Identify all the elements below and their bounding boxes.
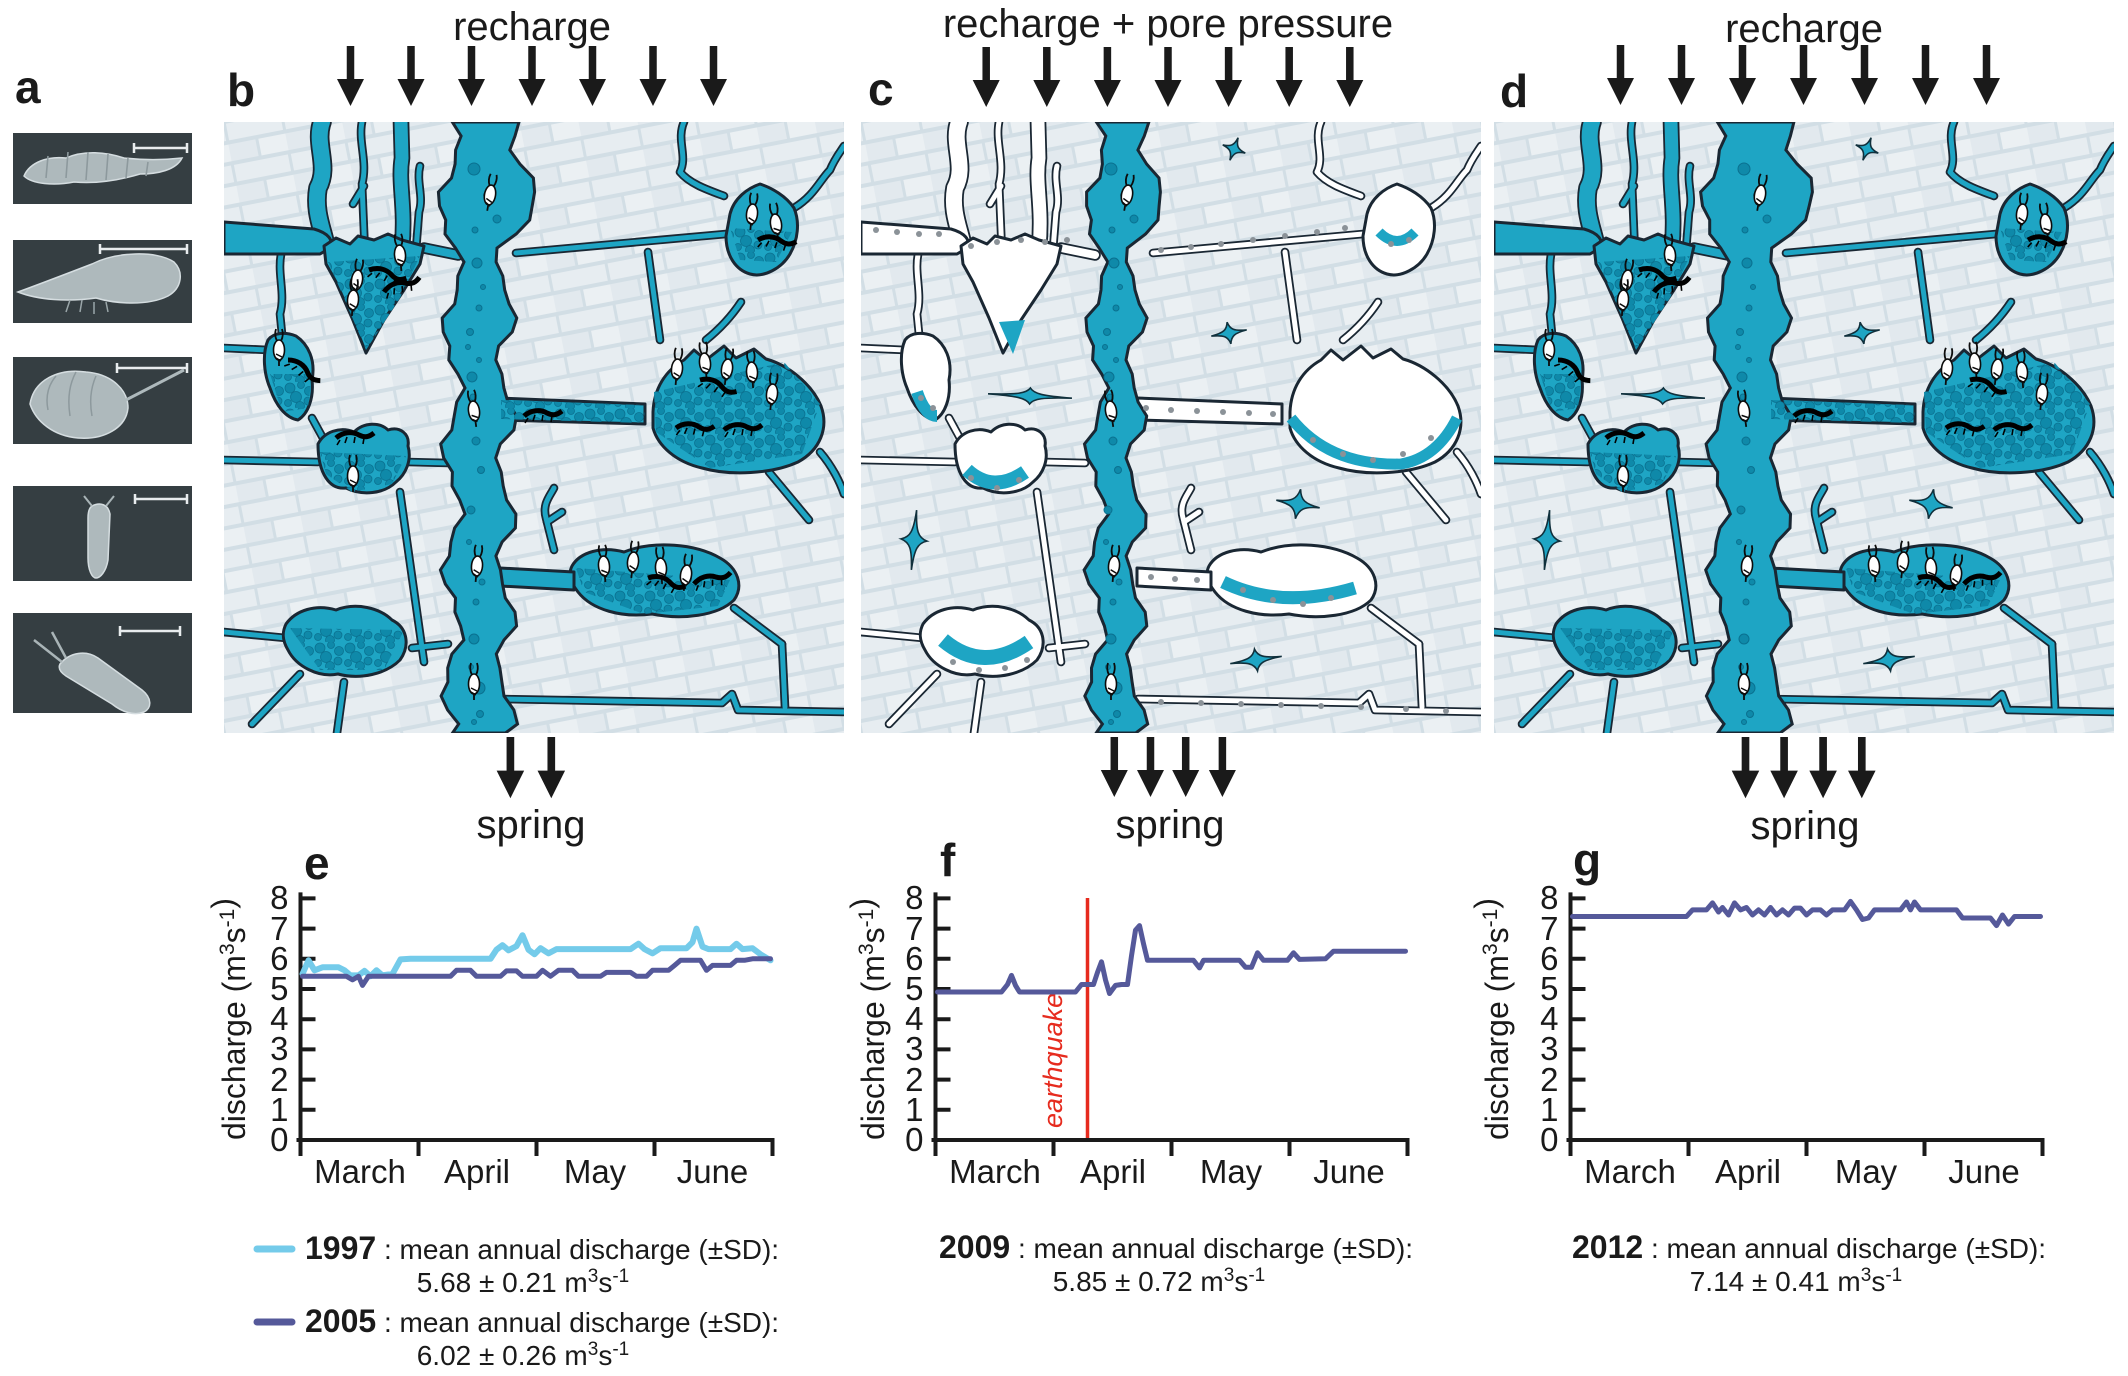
svg-text:4: 4 xyxy=(1540,1000,1558,1037)
svg-text:April: April xyxy=(1715,1153,1781,1190)
svg-text:1: 1 xyxy=(270,1091,288,1128)
svg-text:e: e xyxy=(304,837,330,889)
svg-text:discharge (m3s-1): discharge (m3s-1) xyxy=(1468,898,1515,1140)
svg-text:April: April xyxy=(1080,1153,1146,1190)
svg-text:June: June xyxy=(1313,1153,1385,1190)
svg-text:6: 6 xyxy=(1540,940,1558,977)
svg-text:2: 2 xyxy=(1540,1061,1558,1098)
svg-text:6: 6 xyxy=(270,940,288,977)
svg-text:spring: spring xyxy=(1751,804,1860,848)
svg-text:June: June xyxy=(1948,1153,2020,1190)
svg-text:May: May xyxy=(1200,1153,1263,1190)
svg-text:1997 : mean annual discharge (: 1997 : mean annual discharge (±SD): xyxy=(305,1230,779,1266)
svg-text:7: 7 xyxy=(905,910,923,947)
svg-text:discharge (m3s-1): discharge (m3s-1) xyxy=(844,898,891,1140)
svg-text:c: c xyxy=(868,63,894,115)
svg-text:7: 7 xyxy=(1540,910,1558,947)
svg-text:March: March xyxy=(949,1153,1041,1190)
svg-text:4: 4 xyxy=(270,1000,288,1037)
svg-text:spring: spring xyxy=(477,803,586,847)
svg-text:3: 3 xyxy=(905,1030,923,1067)
svg-text:8: 8 xyxy=(270,879,288,916)
svg-text:2: 2 xyxy=(270,1061,288,1098)
svg-text:0: 0 xyxy=(1540,1121,1558,1158)
svg-text:3: 3 xyxy=(1540,1030,1558,1067)
svg-text:a: a xyxy=(15,61,41,113)
svg-text:g: g xyxy=(1573,834,1601,886)
svg-text:8: 8 xyxy=(905,879,923,916)
svg-text:d: d xyxy=(1500,65,1528,117)
svg-text:5: 5 xyxy=(270,970,288,1007)
svg-text:0: 0 xyxy=(905,1121,923,1158)
svg-text:5: 5 xyxy=(1540,970,1558,1007)
svg-text:6: 6 xyxy=(905,940,923,977)
svg-text:earthquake: earthquake xyxy=(1038,993,1068,1128)
svg-text:1: 1 xyxy=(1540,1091,1558,1128)
svg-text:spring: spring xyxy=(1116,803,1225,847)
svg-text:7: 7 xyxy=(270,910,288,947)
svg-text:b: b xyxy=(227,64,255,116)
svg-text:0: 0 xyxy=(270,1121,288,1158)
svg-text:1: 1 xyxy=(905,1091,923,1128)
svg-text:5.68 ± 0.21 m3s-1: 5.68 ± 0.21 m3s-1 xyxy=(417,1266,630,1298)
svg-text:6.02 ± 0.26 m3s-1: 6.02 ± 0.26 m3s-1 xyxy=(417,1339,630,1371)
svg-text:2012 : mean annual discharge (: 2012 : mean annual discharge (±SD): xyxy=(1572,1229,2046,1265)
svg-text:discharge (m3s-1): discharge (m3s-1) xyxy=(205,898,252,1140)
svg-text:June: June xyxy=(677,1153,749,1190)
svg-text:May: May xyxy=(564,1153,627,1190)
svg-text:2: 2 xyxy=(905,1061,923,1098)
svg-text:3: 3 xyxy=(270,1030,288,1067)
svg-text:7.14 ± 0.41 m3s-1: 7.14 ± 0.41 m3s-1 xyxy=(1690,1265,1903,1297)
svg-text:recharge + pore pressure: recharge + pore pressure xyxy=(943,2,1393,46)
svg-text:April: April xyxy=(444,1153,510,1190)
svg-text:5.85 ± 0.72 m3s-1: 5.85 ± 0.72 m3s-1 xyxy=(1053,1265,1266,1297)
svg-text:recharge: recharge xyxy=(453,5,611,49)
svg-text:f: f xyxy=(940,834,956,886)
svg-text:May: May xyxy=(1835,1153,1898,1190)
svg-text:2005 : mean annual discharge (: 2005 : mean annual discharge (±SD): xyxy=(305,1303,779,1339)
svg-text:4: 4 xyxy=(905,1000,923,1037)
svg-text:March: March xyxy=(314,1153,406,1190)
svg-text:5: 5 xyxy=(905,970,923,1007)
svg-text:March: March xyxy=(1584,1153,1676,1190)
svg-text:2009 : mean annual discharge (: 2009 : mean annual discharge (±SD): xyxy=(939,1229,1413,1265)
svg-text:recharge: recharge xyxy=(1725,7,1883,51)
svg-text:8: 8 xyxy=(1540,879,1558,916)
